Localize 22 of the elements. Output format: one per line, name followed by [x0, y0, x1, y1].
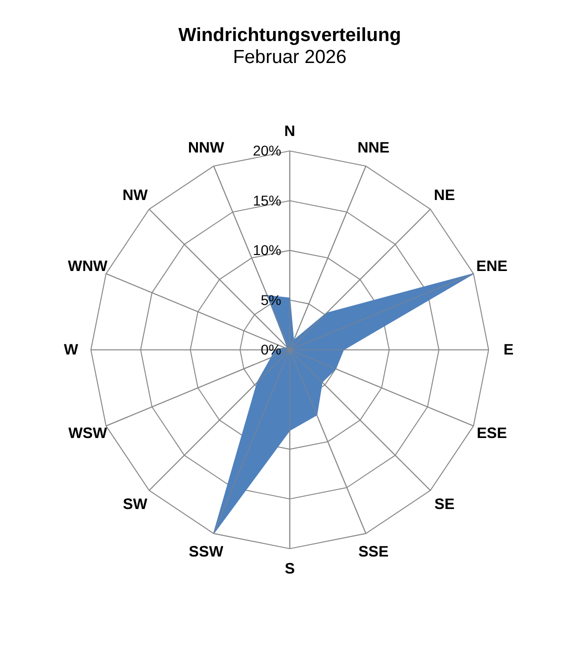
y-tick-label: 0% — [260, 342, 282, 359]
spoke-label: W — [64, 342, 79, 359]
y-tick-label: 20% — [252, 144, 282, 160]
spoke-label: ESE — [476, 425, 507, 442]
spoke-label: E — [503, 342, 514, 359]
spoke-label: WSW — [68, 425, 108, 442]
spoke-label: N — [284, 122, 296, 140]
spoke-label: WNW — [68, 258, 108, 275]
spoke-label: NNW — [188, 139, 225, 156]
spoke-label: SE — [434, 496, 455, 514]
spoke-label: SW — [122, 496, 148, 514]
spoke-label: NW — [122, 186, 148, 204]
spoke-label: SSE — [358, 544, 389, 561]
spoke-label: S — [284, 560, 295, 578]
chart-title: Windrichtungsverteilung — [178, 25, 402, 46]
chart-subtitle: Februar 2026 — [232, 46, 347, 68]
spoke-label: SSW — [188, 544, 224, 561]
spoke-label: NNE — [357, 139, 390, 156]
spoke-label: ENE — [476, 258, 508, 275]
spoke-label: NE — [434, 186, 455, 204]
y-tick-label: 10% — [252, 243, 282, 260]
y-tick-label: 15% — [252, 193, 282, 210]
